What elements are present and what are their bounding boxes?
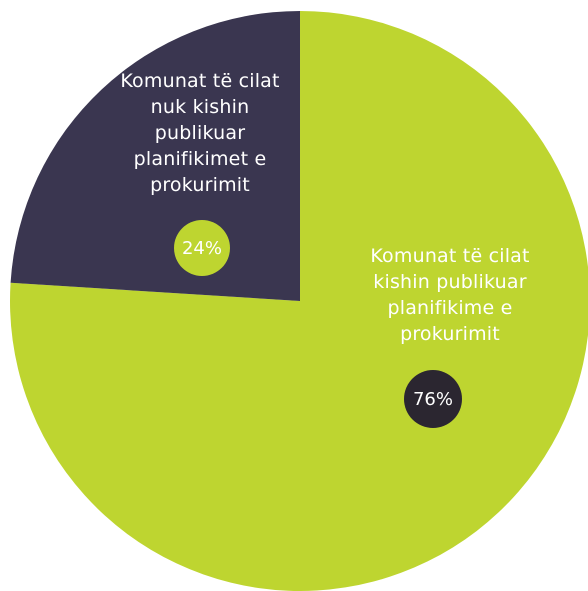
slice-label-not-published: Komunat të cilat nuk kishin publikuar pl… — [120, 70, 280, 196]
pie-slice-not-published — [10, 11, 300, 301]
slice-value-badge-published: 76% — [404, 370, 462, 428]
slice-value-badge-not-published: 24% — [174, 220, 230, 276]
pie-slice-published — [10, 11, 588, 591]
slice-label-published: Komunat të cilat kishin publikuar planif… — [370, 245, 530, 345]
